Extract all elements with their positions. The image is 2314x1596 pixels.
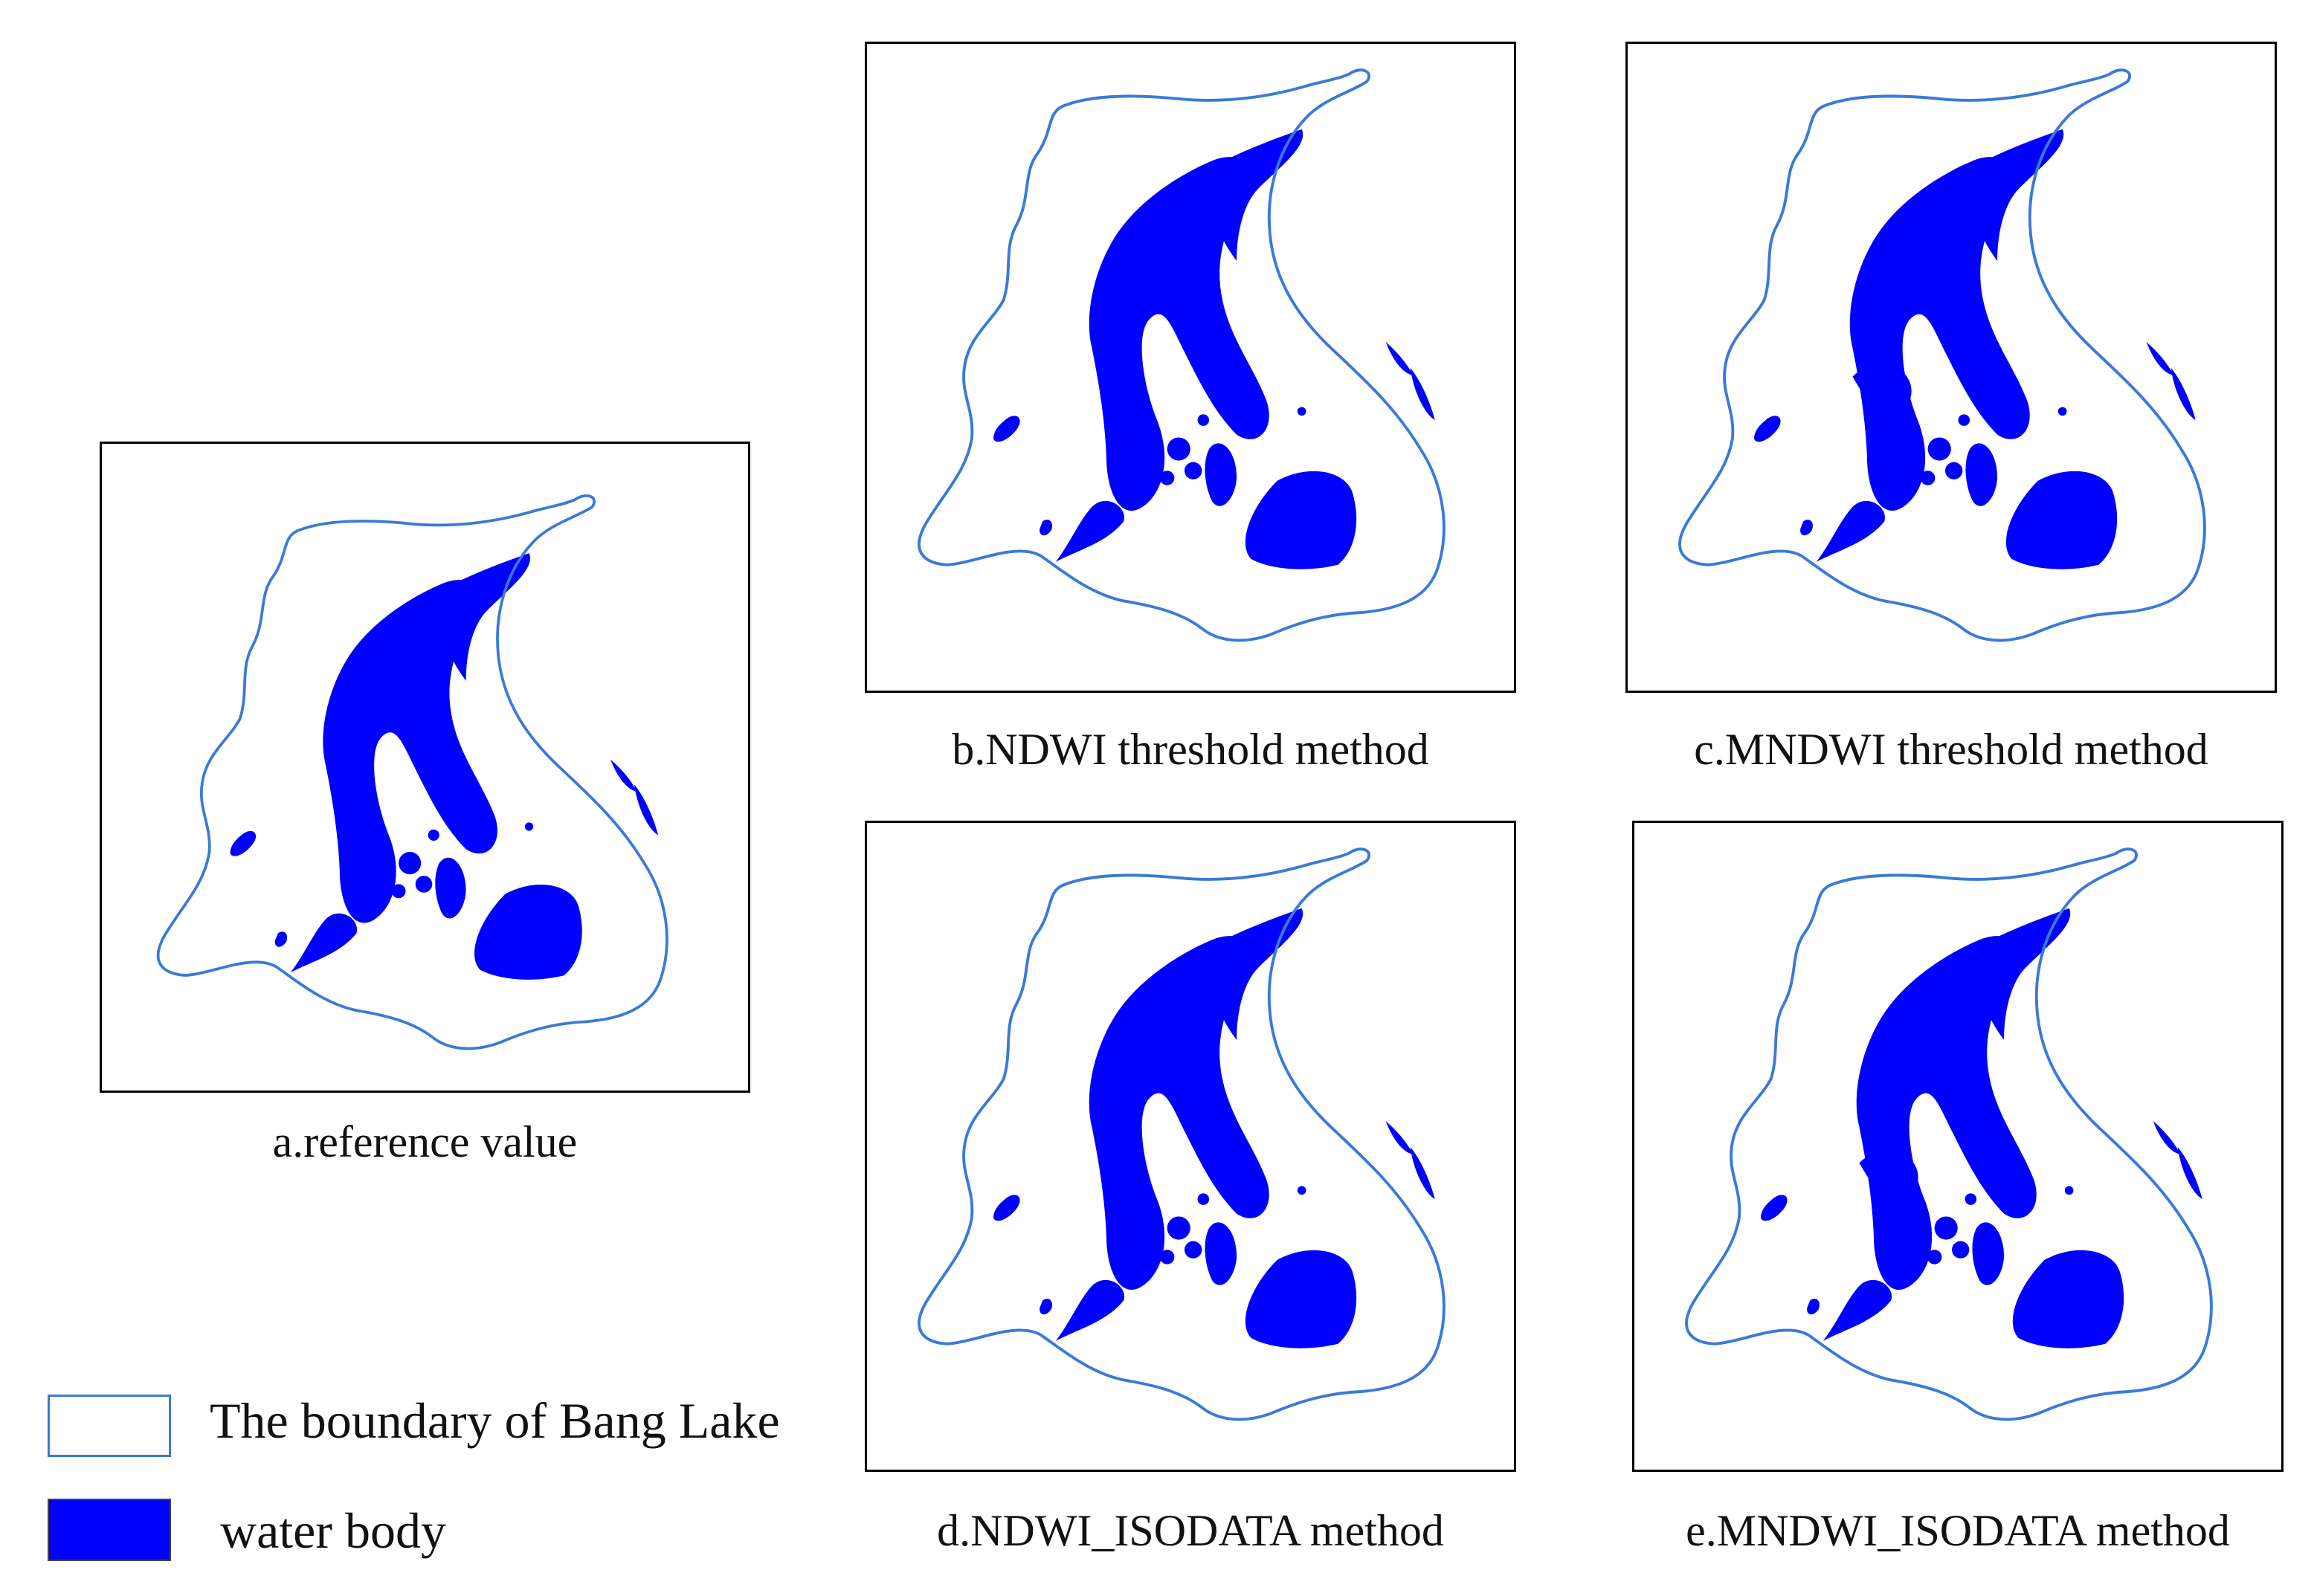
legend-water-label: water body (220, 1502, 447, 1559)
lake-map-b (867, 44, 1514, 691)
map-panel-c (1625, 42, 2277, 693)
map-panel-b (865, 42, 1516, 693)
map-panel-d (865, 821, 1516, 1472)
legend-water-swatch (48, 1499, 171, 1561)
caption-e: e.MNDWI_ISODATA method (1686, 1506, 2230, 1555)
lake-map-d (867, 823, 1514, 1470)
caption-a: a.reference value (272, 1117, 578, 1166)
lake-map-e (1634, 823, 2281, 1470)
caption-c: c.MNDWI threshold method (1694, 725, 2208, 774)
lake-map-a (102, 444, 748, 1091)
lake-map-c (1628, 44, 2275, 691)
legend-boundary-label: The boundary of Bang Lake (210, 1392, 780, 1449)
map-panel-e (1632, 821, 2284, 1472)
legend-boundary-swatch (48, 1395, 171, 1457)
caption-b: b.NDWI threshold method (952, 725, 1429, 774)
caption-d: d.NDWI_ISODATA method (937, 1506, 1444, 1555)
map-panel-a (100, 442, 750, 1093)
